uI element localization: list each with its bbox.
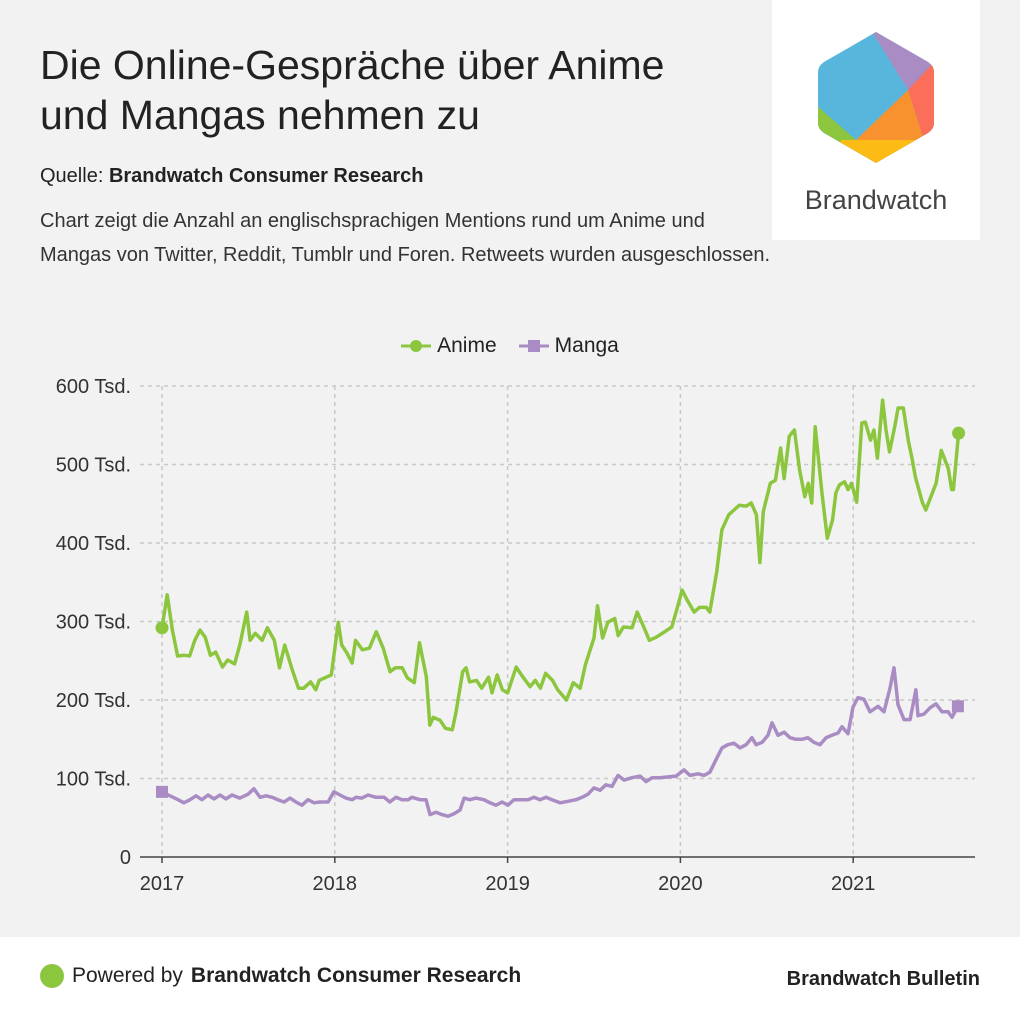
series-line-anime <box>160 398 961 732</box>
brandwatch-logo: Brandwatch <box>772 0 980 240</box>
chart-legend: Anime Manga <box>0 334 1020 358</box>
legend-circle-icon <box>401 340 432 352</box>
line-chart: 0 100 Tsd. 200 Tsd. 300 Tsd. 400 Tsd. 500 Tsd… <box>56 376 975 895</box>
x-tick-label: 2017 <box>140 873 185 895</box>
logo-text: Brandwatch <box>804 185 948 215</box>
source-name: Brandwatch Consumer Research <box>108 165 424 187</box>
x-tick-label: 2018 <box>313 873 358 895</box>
page-title: Die Online-Gespräche über Anime und Mang… <box>40 42 665 138</box>
y-tick-label: 600 Tsd. <box>56 376 131 398</box>
powered-name: Brandwatch Consumer Research <box>190 964 522 987</box>
series-line-manga <box>161 666 960 818</box>
x-tick-label: 2019 <box>485 873 530 895</box>
data-point-manga <box>951 700 964 713</box>
legend-label: Anime <box>437 334 497 357</box>
y-tick-label: 300 Tsd. <box>56 612 131 634</box>
brandwatch-hexagon-icon <box>818 32 934 163</box>
y-tick-label: 0 <box>120 847 131 869</box>
powered-prefix: Powered by <box>72 964 183 987</box>
x-tick-label: 2020 <box>658 873 703 895</box>
legend-item-anime[interactable]: Anime <box>401 334 497 358</box>
brand-bulletin: Brandwatch Bulletin <box>786 968 980 990</box>
powered-by: Powered by Brandwatch Consumer Research <box>40 964 521 988</box>
legend-label: Manga <box>554 334 619 357</box>
green-dot-icon <box>40 964 64 988</box>
y-tick-label: 100 Tsd. <box>56 769 131 791</box>
source-label: Quelle: <box>40 165 104 187</box>
chart-description: Chart zeigt die Anzahl an englischsprach… <box>40 210 771 266</box>
footer: Powered by Brandwatch Consumer Research … <box>0 937 1020 1020</box>
data-point-anime <box>155 621 169 635</box>
data-point-manga <box>156 785 168 798</box>
y-tick-label: 400 Tsd. <box>56 533 131 555</box>
source-line: Quelle: Brandwatch Consumer Research <box>40 165 423 188</box>
x-tick-label: 2021 <box>831 873 876 895</box>
data-point-anime <box>952 426 966 440</box>
y-tick-label: 200 Tsd. <box>56 690 131 712</box>
legend-item-manga[interactable]: Manga <box>518 334 619 358</box>
legend-square-icon <box>518 340 549 352</box>
y-tick-label: 500 Tsd. <box>56 455 131 477</box>
